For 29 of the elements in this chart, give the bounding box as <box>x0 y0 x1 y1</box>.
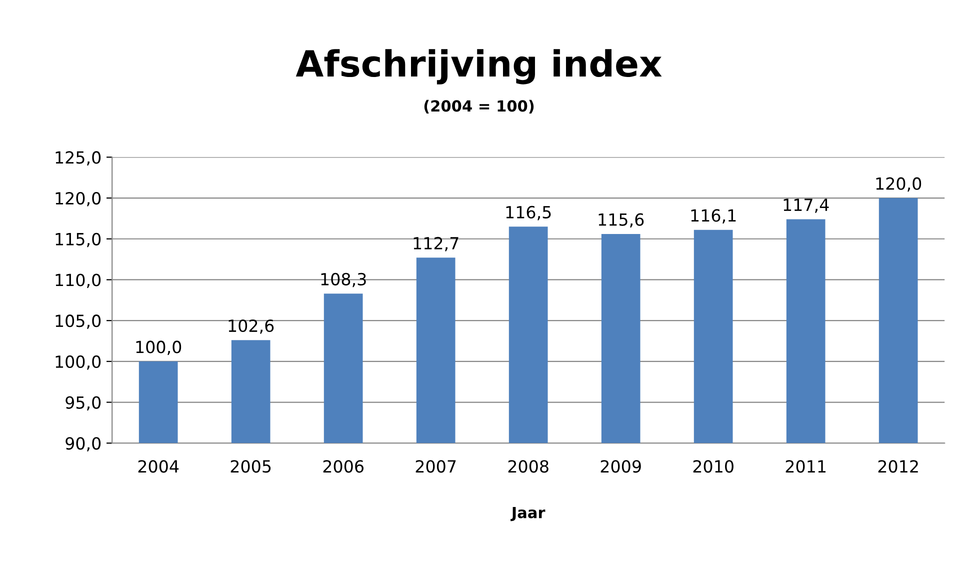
y-tick-label: 105,0 <box>56 314 101 329</box>
x-tick-label: 2004 <box>138 460 179 473</box>
data-label: 108,3 <box>321 272 366 288</box>
x-tick-label: 2011 <box>786 460 826 473</box>
x-tick-label: 2012 <box>878 460 918 473</box>
y-tick-label: 95,0 <box>66 396 101 411</box>
y-tick-label: 100,0 <box>56 355 101 370</box>
data-label: 112,7 <box>414 236 458 252</box>
x-axis-title: Jaar <box>510 506 546 522</box>
x-tick-label: 2010 <box>693 460 734 473</box>
x-tick-label: 2007 <box>416 460 456 473</box>
data-label: 117,4 <box>784 198 829 213</box>
data-label: 100,0 <box>136 340 182 355</box>
y-tick-label: 90,0 <box>66 437 101 452</box>
data-label: 116,5 <box>506 206 551 220</box>
x-tick-label: 2009 <box>600 460 641 473</box>
data-label: 116,1 <box>691 209 736 224</box>
y-tick-label: 125,0 <box>56 151 101 166</box>
data-label: 120,0 <box>876 177 922 192</box>
x-tick-label: 2006 <box>323 460 364 473</box>
chart-subtitle: (2004 = 100) <box>424 100 534 114</box>
y-tick-label: 120,0 <box>56 192 101 206</box>
chart-title: Afschrijving index <box>296 49 662 84</box>
data-label: 102,6 <box>228 319 274 334</box>
y-tick-label: 110,0 <box>56 274 101 288</box>
x-tick-label: 2005 <box>230 460 271 473</box>
x-tick-label: 2008 <box>508 460 548 473</box>
data-label: 115,6 <box>598 213 644 228</box>
y-tick-label: 115,0 <box>56 232 101 248</box>
